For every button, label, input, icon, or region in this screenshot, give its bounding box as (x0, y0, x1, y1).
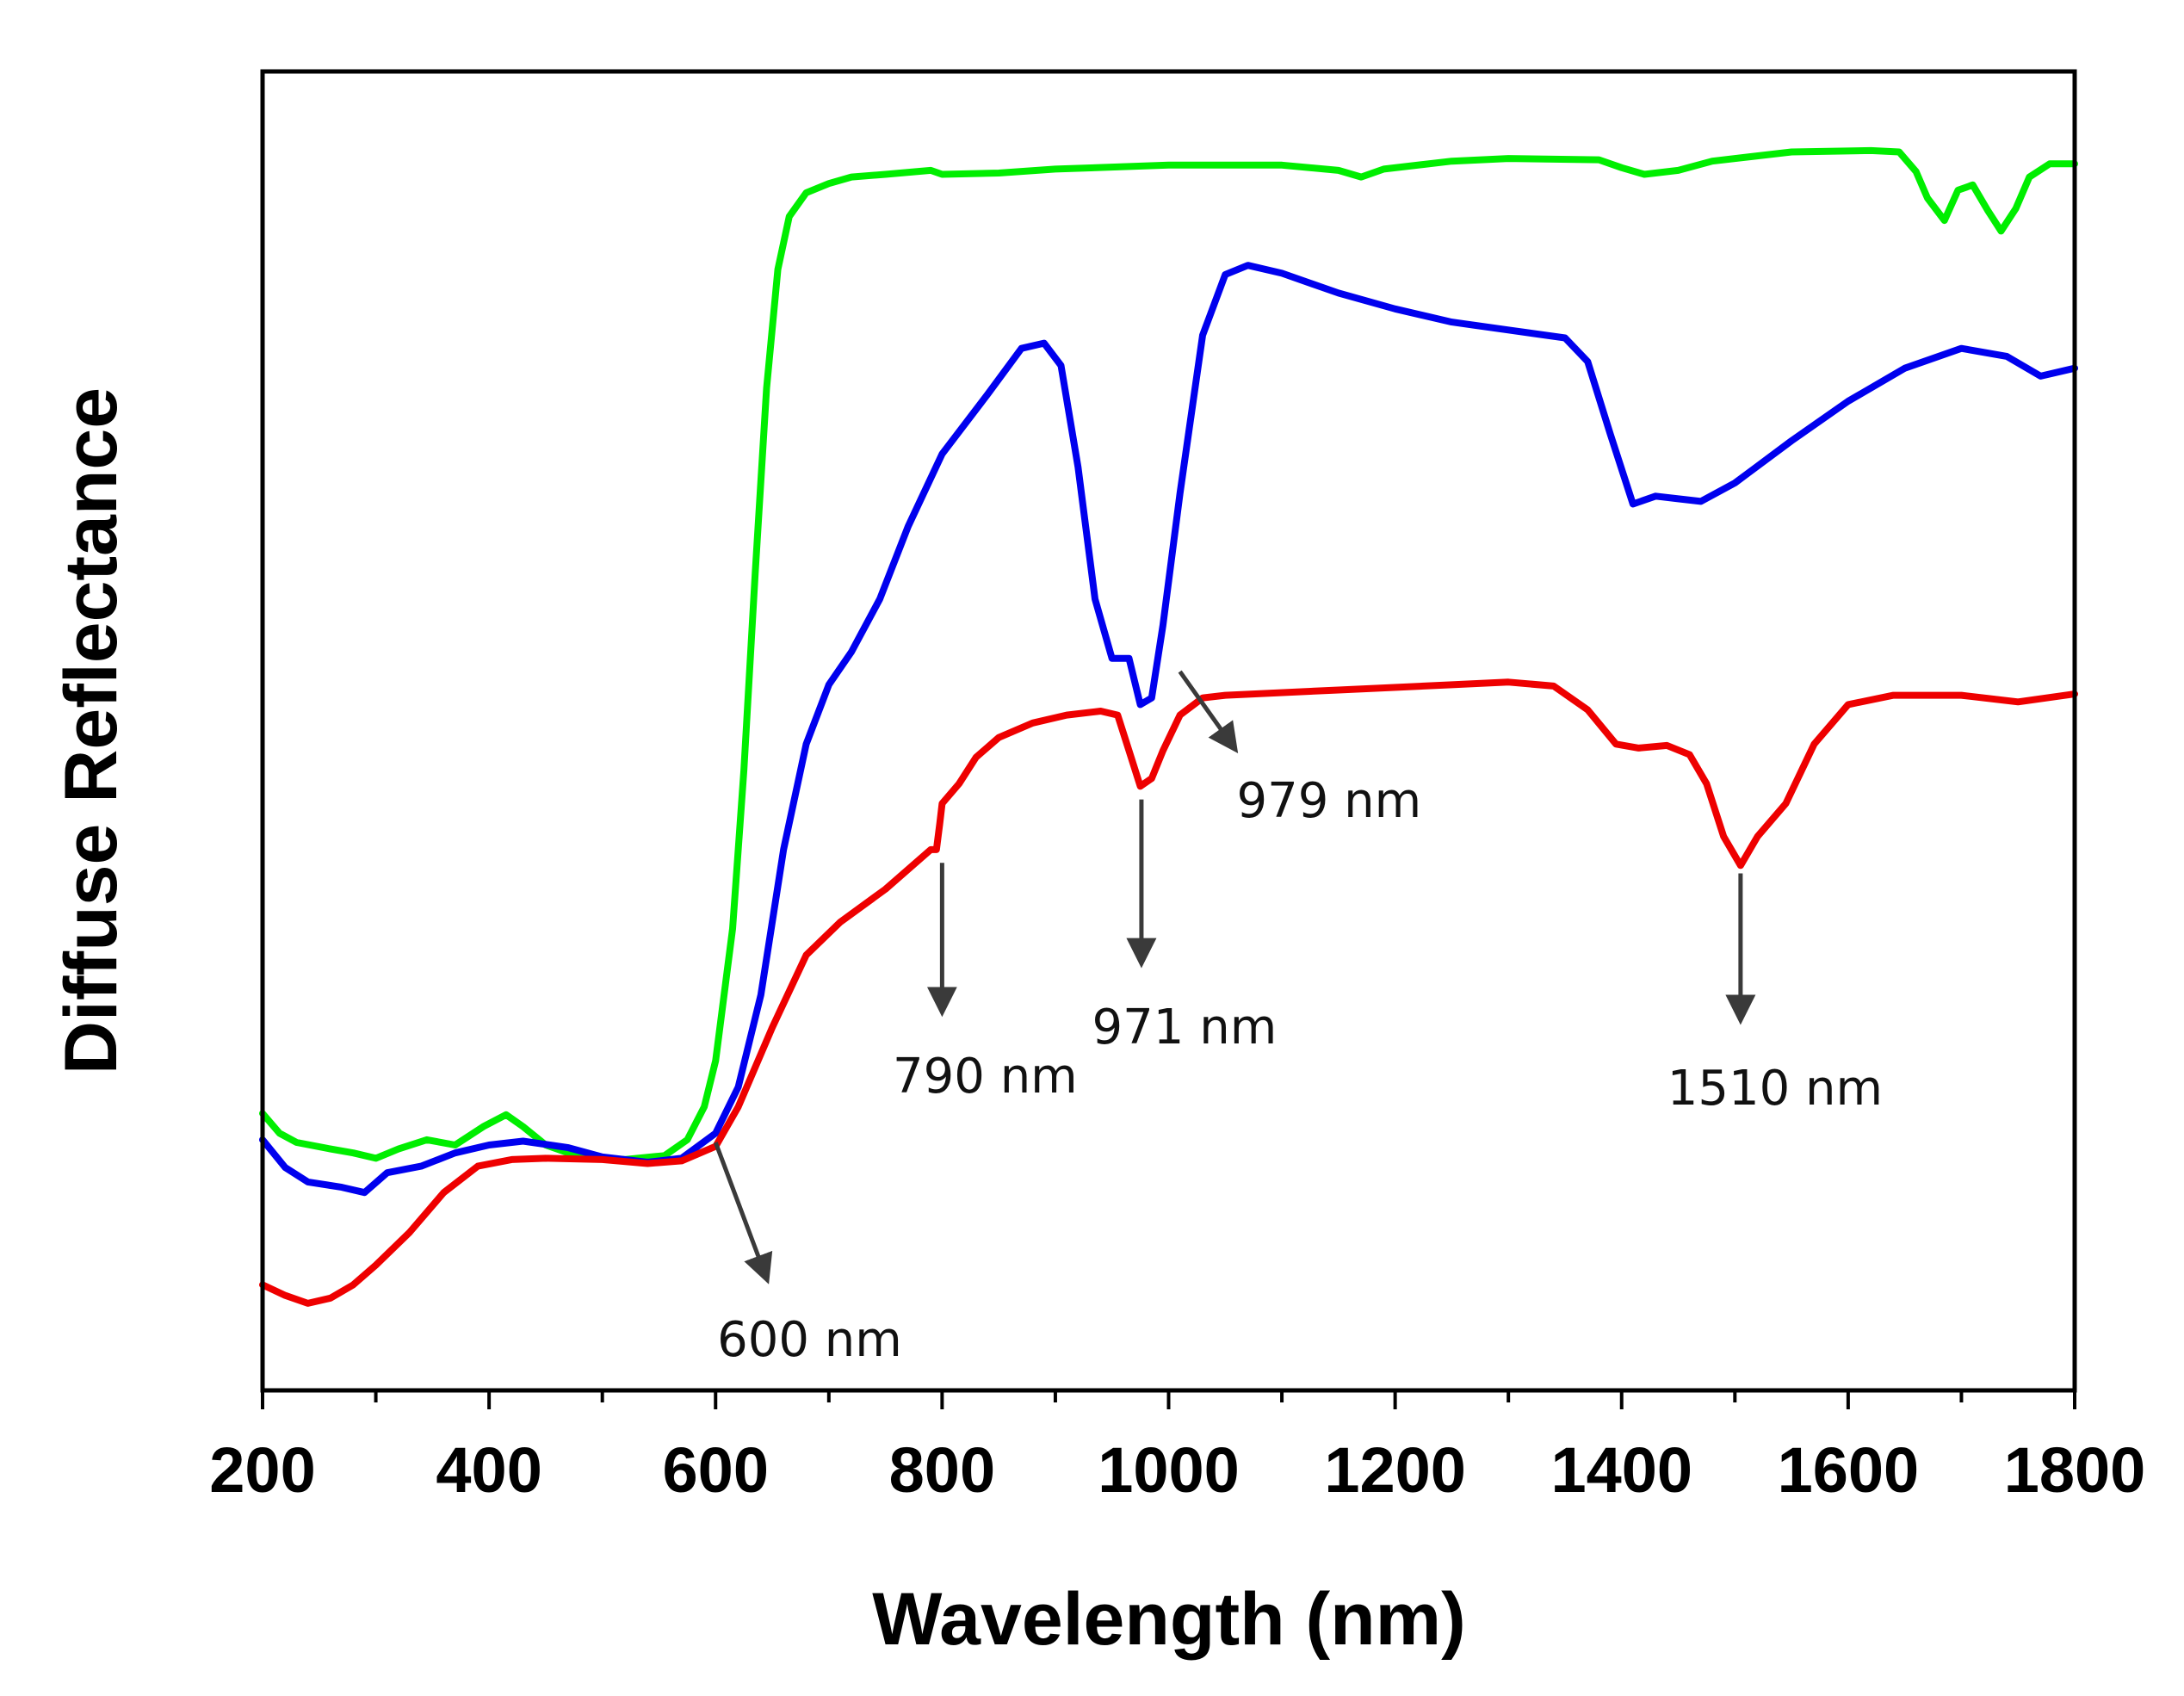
annotation-label-4: 979 nm (1236, 773, 1421, 829)
x-tick-label: 1400 (1550, 1434, 1692, 1506)
series-line-1 (259, 146, 2078, 1163)
series-layer (259, 146, 2078, 1307)
x-axis-title: Wavelength (nm) (872, 1578, 1466, 1661)
x-tick-label: 1800 (2004, 1434, 2146, 1506)
annotation-label-1: 600 nm (717, 1312, 902, 1368)
annotation-arrow-1 (713, 1142, 773, 1284)
y-axis-title: Diffuse Reflectance (50, 387, 133, 1074)
x-axis: 200 400 600 800 1000 1200 1400 1600 1800 (209, 1390, 2145, 1506)
annotations: 600 nm 790 nm 971 nm 979 nm 1510 nm (713, 670, 1883, 1368)
annotation-label-5: 1510 nm (1667, 1061, 1883, 1117)
x-tick-label: 600 (663, 1434, 769, 1506)
annotation-label-2: 790 nm (893, 1049, 1078, 1105)
x-tick-label: 400 (436, 1434, 541, 1506)
annotation-arrow-4 (1178, 670, 1239, 754)
x-tick-label: 1600 (1778, 1434, 1920, 1506)
x-tick-label: 1200 (1324, 1434, 1466, 1506)
series-line-2 (259, 262, 2078, 1197)
x-tick-label: 200 (209, 1434, 315, 1506)
series-line-3 (259, 678, 2078, 1307)
annotation-label-3: 971 nm (1092, 1000, 1278, 1055)
x-tick-label: 1000 (1098, 1434, 1240, 1506)
x-tick-label: 800 (889, 1434, 995, 1506)
